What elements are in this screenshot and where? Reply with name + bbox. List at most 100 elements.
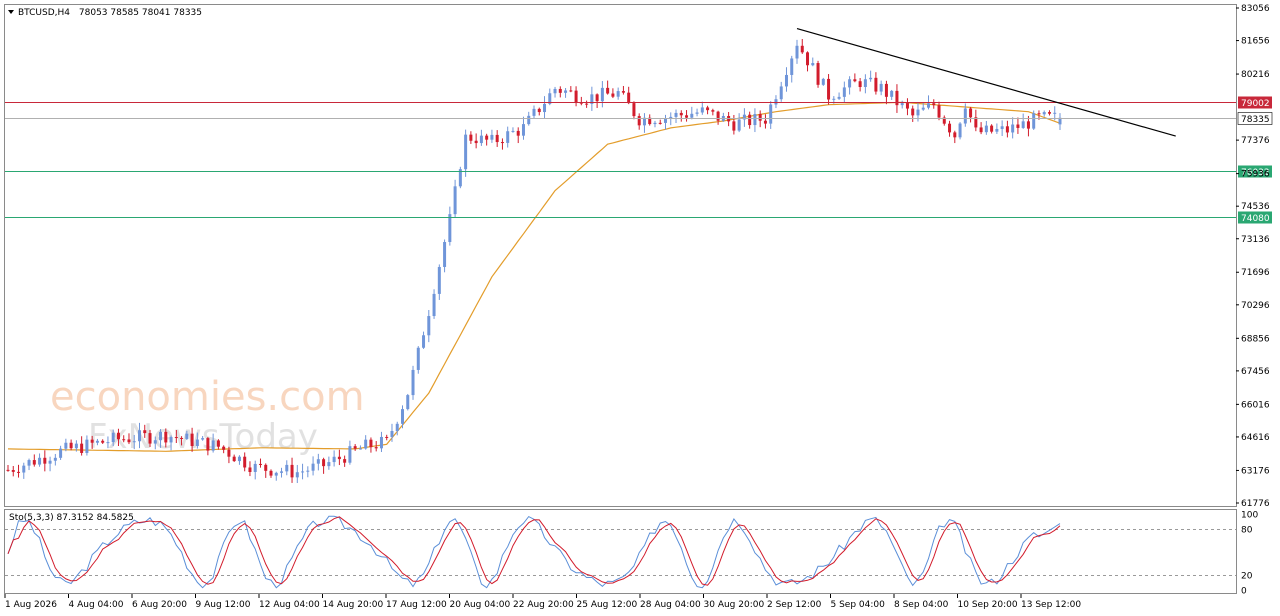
- header-collapse-icon[interactable]: [8, 10, 14, 14]
- candle: [374, 441, 378, 452]
- candle: [711, 108, 715, 116]
- candle: [38, 453, 42, 467]
- y-tick-label: 74536: [1241, 202, 1270, 212]
- x-tick-label: 17 Aug 12:00: [386, 600, 447, 610]
- candle: [385, 434, 389, 441]
- candle: [905, 98, 909, 116]
- stochastic-label: Sto(5,3,3) 87.3152 84.5825: [9, 513, 134, 523]
- candle: [506, 126, 510, 148]
- candle: [1026, 115, 1030, 137]
- candle: [642, 113, 646, 133]
- candle: [148, 429, 152, 448]
- candle: [27, 458, 31, 471]
- x-tick-label: 5 Sep 04:00: [831, 600, 886, 610]
- y-tick-label: 67456: [1241, 367, 1270, 377]
- y-tick-label: 81656: [1241, 37, 1270, 47]
- candle: [658, 119, 662, 125]
- candle: [243, 452, 247, 472]
- y-tick-label: 71696: [1241, 268, 1270, 278]
- candle: [485, 133, 489, 146]
- candle: [763, 114, 767, 129]
- resistance-level-tag: [1238, 96, 1272, 109]
- candle: [811, 57, 815, 67]
- candle: [795, 39, 799, 64]
- y-tick-label: 75936: [1241, 170, 1270, 180]
- candle: [632, 101, 636, 120]
- candle: [863, 74, 867, 94]
- candle: [227, 446, 231, 464]
- candle: [22, 462, 26, 479]
- candle: [232, 454, 236, 463]
- candle: [653, 120, 657, 128]
- candle: [821, 77, 825, 86]
- candle: [80, 436, 84, 456]
- candle: [264, 463, 268, 478]
- candle: [348, 440, 352, 465]
- candle: [700, 101, 704, 115]
- candle: [74, 440, 78, 452]
- candle: [364, 435, 368, 450]
- candle: [984, 120, 988, 135]
- candle: [85, 435, 89, 456]
- x-tick-label: 1 Aug 2026: [5, 600, 57, 610]
- x-tick-label: 8 Sep 04:00: [894, 600, 949, 610]
- candle: [111, 429, 115, 447]
- candle: [369, 437, 373, 453]
- candle: [69, 439, 73, 451]
- candle: [553, 86, 557, 98]
- candle: [95, 438, 99, 446]
- candle: [532, 105, 536, 119]
- candle: [306, 466, 310, 478]
- candle: [469, 131, 473, 144]
- candle: [890, 89, 894, 100]
- candle: [1005, 120, 1009, 138]
- x-tick-label: 22 Aug 20:00: [513, 600, 574, 610]
- candle: [500, 138, 504, 150]
- candle: [379, 431, 383, 453]
- candle: [511, 127, 515, 133]
- stoch-level-label: 0: [1241, 587, 1247, 597]
- svg-text:BTCUSD,H4 78053 78585 7804: BTCUSD,H4 78053 78585 78041 78335: [18, 8, 202, 18]
- candle: [206, 437, 210, 456]
- support-level-label: 74080: [1241, 214, 1270, 224]
- watermark-brand: economies.com: [50, 374, 365, 420]
- candle: [900, 100, 904, 109]
- oscillator-panel-frame: [4, 509, 1237, 594]
- candle: [1058, 113, 1062, 131]
- y-tick-label: 70296: [1241, 301, 1270, 311]
- candle: [679, 110, 683, 122]
- candle: [564, 88, 568, 98]
- candle: [1053, 106, 1057, 121]
- candle: [437, 264, 441, 300]
- current-price-tag: [1237, 112, 1273, 125]
- candle: [585, 100, 589, 108]
- y-tick-label: 83056: [1241, 4, 1270, 14]
- candle: [774, 95, 778, 109]
- candle: [464, 129, 468, 177]
- candle: [716, 110, 720, 125]
- candle: [848, 76, 852, 95]
- support-level-tag: [1238, 211, 1272, 224]
- candle: [427, 310, 431, 343]
- descending-trendline[interactable]: [796, 28, 1176, 137]
- candle: [579, 96, 583, 106]
- candle: [674, 109, 678, 124]
- candle: [106, 436, 110, 449]
- candle: [169, 435, 173, 451]
- candle: [153, 436, 157, 450]
- candle: [664, 114, 667, 130]
- candle: [690, 106, 694, 120]
- candle: [990, 124, 994, 134]
- candle: [195, 432, 199, 449]
- candle: [748, 111, 752, 129]
- candle: [616, 87, 620, 100]
- candle: [1042, 110, 1046, 117]
- candle: [274, 471, 278, 481]
- candle: [422, 331, 426, 349]
- candle: [390, 423, 394, 442]
- candle: [43, 450, 47, 472]
- candle: [595, 93, 599, 108]
- stoch-level-label: 80: [1241, 526, 1253, 536]
- candle: [516, 127, 520, 144]
